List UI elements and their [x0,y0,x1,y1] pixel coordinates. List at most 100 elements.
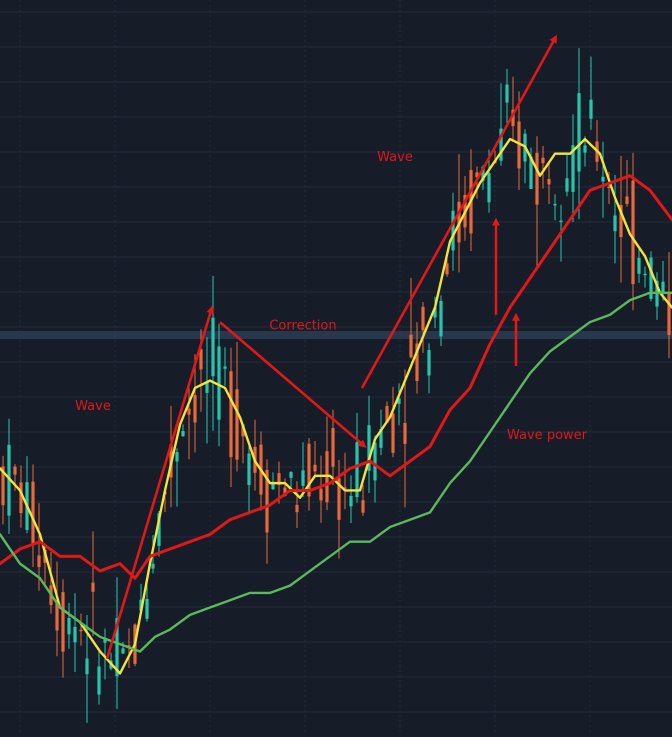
candle-body [553,203,557,206]
candle-body [91,582,95,592]
candle-body [97,666,101,695]
candle-body [331,428,335,467]
candle-body [55,600,59,631]
candle-body [391,413,395,453]
candle-body [535,152,539,205]
ma-fast-line [0,137,672,675]
candle-body [235,389,239,460]
candle-body [487,173,491,203]
candle-body [355,442,359,498]
candle-body [211,317,215,377]
annotation-wave-power: Wave power [507,428,588,443]
candle-body [61,592,65,652]
candle-body [7,444,11,516]
candle-body [397,398,401,404]
candle-body [661,281,665,292]
candle-body [475,172,479,178]
candle-body [649,257,653,299]
candle-body [283,487,287,496]
candle-body [505,84,509,103]
candle-body [349,495,353,507]
candle-body [559,220,563,223]
annotation-wave-2: Wave [377,150,413,165]
candle-body [85,658,89,675]
annotation-wave-1: Wave [75,399,111,414]
candle-body [445,263,449,275]
candle-body [187,408,191,415]
candle-body [193,395,197,423]
candle-body [343,487,347,489]
candle-body [1,466,5,506]
candle-body [547,179,551,185]
candle-body [541,157,545,164]
candle-body [565,178,569,192]
candle-body [409,334,413,358]
annotation-layer: Wave Correction Wave Wave power [75,150,587,443]
candle-body [229,371,233,458]
arrow-layer [105,34,558,660]
candle-body [31,481,35,545]
candle-body [301,470,305,486]
candle-body [241,424,245,437]
candle-body [337,478,341,520]
candle-body [481,166,485,181]
candle-body [277,473,281,485]
candle-body [367,425,371,471]
candle-body [79,629,83,632]
candle-body [583,145,587,153]
ma-mid-line [0,174,672,580]
candle-body [115,618,119,677]
candle-body [625,196,629,204]
candle-body [127,645,131,647]
candle-body [631,180,635,285]
candle-body [199,349,203,370]
annotation-correction: Correction [269,318,336,333]
candle-body [289,471,293,478]
annotation-arrow [219,321,367,448]
candle-body [361,500,365,513]
candle-body [637,257,641,274]
candle-body [205,382,209,393]
candle-body [265,469,269,533]
candle-body [295,504,299,513]
candle-body [529,156,533,189]
candle-body [67,618,71,635]
candle-body [511,109,515,127]
candle-body [517,121,521,169]
candle-body [103,638,107,643]
candle-body [13,466,17,475]
candle-body [373,442,377,481]
candle-body [427,350,431,376]
candle-body [181,431,185,437]
candle-body [139,599,143,611]
candle-body [415,343,419,381]
candle-body [37,555,41,568]
candle-body [313,464,317,472]
candle-body [121,648,125,654]
candle-body [643,273,647,276]
candle-body [403,423,407,444]
annotation-arrow [105,305,215,660]
candle-body [433,307,437,318]
candle-body [217,346,221,420]
candle-body [667,292,671,335]
candle-body [73,626,77,643]
candle-body [601,176,605,182]
candle-body [421,306,425,331]
candle-body [271,482,275,490]
candle-body [589,99,593,119]
candle-body [157,513,161,546]
candle-body [571,145,575,192]
candle-body [499,128,503,161]
candle-body [145,598,149,619]
candle-body [619,204,623,238]
candle-body [451,210,455,251]
candle-body [223,366,227,369]
candle-body [379,428,383,448]
candle-body [385,406,389,423]
candle-body [613,215,617,232]
annotation-arrow [360,34,558,389]
candle-body [307,443,311,497]
